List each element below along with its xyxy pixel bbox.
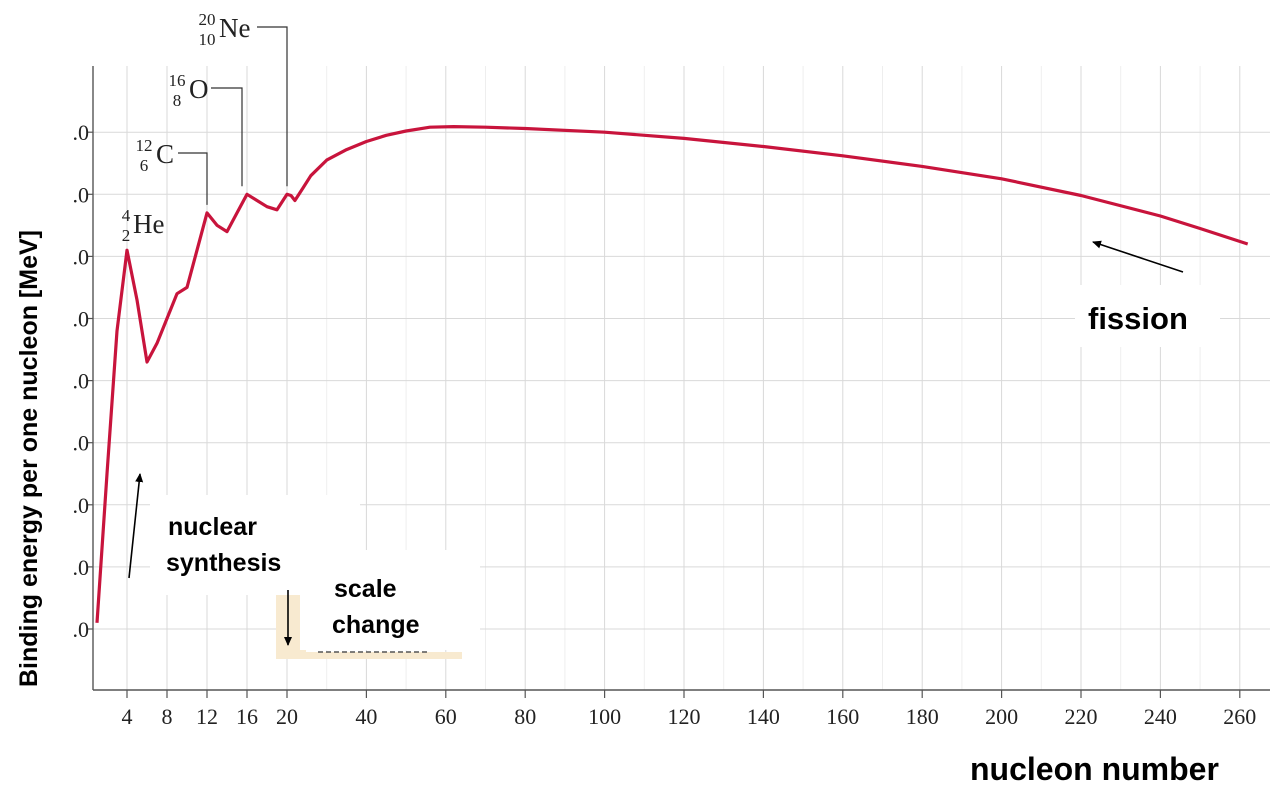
x-tick-label: 40 bbox=[355, 704, 377, 729]
x-tick-label: 4 bbox=[122, 704, 133, 729]
y-tick-label: .0 bbox=[73, 182, 90, 207]
x-tick-label: 80 bbox=[514, 704, 536, 729]
annotation-backdrop bbox=[150, 495, 360, 595]
isotope-symbol: Ne bbox=[219, 13, 250, 43]
isotope-label-o: 168 O bbox=[169, 71, 243, 187]
nuclear-label: nuclear bbox=[168, 513, 257, 541]
x-tick-label: 200 bbox=[985, 704, 1018, 729]
y-tick-labels: .0 .0 .0 .0 .0 .0 .0 .0 .0 bbox=[73, 120, 90, 642]
x-tick-label: 60 bbox=[435, 704, 457, 729]
x-tick-labels: 4 8 12 16 20 40 60 80 100 120 140 160 180 200 220 240 26… bbox=[122, 704, 1257, 729]
y-tick-label: .0 bbox=[73, 307, 90, 332]
fission-arrow bbox=[1092, 240, 1184, 273]
isotope-symbol: He bbox=[133, 209, 164, 239]
isotope-leader-line bbox=[257, 26, 288, 187]
y-tick-label: .0 bbox=[73, 555, 90, 580]
nuclear-synthesis-arrow bbox=[128, 473, 144, 579]
x-tick-label: 160 bbox=[826, 704, 859, 729]
scale-label: scale bbox=[334, 575, 397, 603]
annotation-backdrop bbox=[1075, 285, 1220, 347]
isotope-atomic-number: 8 bbox=[173, 91, 182, 110]
isotope-mass-number: 4 bbox=[122, 206, 131, 225]
x-tick-label: 220 bbox=[1065, 704, 1098, 729]
x-tick-label: 20 bbox=[276, 704, 298, 729]
x-tick-label: 8 bbox=[162, 704, 173, 729]
axes bbox=[87, 66, 1270, 698]
x-tick-label: 12 bbox=[196, 704, 218, 729]
isotope-symbol: C bbox=[156, 139, 174, 169]
x-axis-label: nucleon number bbox=[970, 751, 1219, 786]
binding-energy-curve bbox=[95, 125, 1249, 623]
x-tick-label: 100 bbox=[588, 704, 621, 729]
y-tick-label: .0 bbox=[73, 120, 90, 145]
isotope-leader-line bbox=[178, 152, 208, 205]
isotope-atomic-number: 2 bbox=[122, 226, 131, 245]
isotope-label-c: 126 C bbox=[136, 136, 208, 205]
isotope-mass-number: 16 bbox=[169, 71, 186, 90]
isotope-mass-number: 12 bbox=[136, 136, 153, 155]
grid bbox=[93, 66, 1270, 690]
y-tick-label: .0 bbox=[73, 493, 90, 518]
y-tick-label: .0 bbox=[73, 369, 90, 394]
x-tick-label: 240 bbox=[1144, 704, 1177, 729]
isotope-atomic-number: 10 bbox=[199, 30, 216, 49]
synthesis-label: synthesis bbox=[166, 549, 281, 577]
y-tick-label: .0 bbox=[73, 431, 90, 456]
x-tick-label: 140 bbox=[747, 704, 780, 729]
x-tick-label: 120 bbox=[668, 704, 701, 729]
isotope-label-he: 42 He bbox=[122, 206, 165, 245]
y-tick-label: .0 bbox=[73, 244, 90, 269]
scale-change-highlight-base bbox=[276, 652, 462, 659]
fission-label: fission bbox=[1088, 301, 1188, 336]
isotope-leader-line bbox=[211, 87, 243, 187]
x-tick-label: 260 bbox=[1223, 704, 1256, 729]
y-axis-label: Binding energy per one nucleon [MeV] bbox=[15, 230, 43, 687]
change-label: change bbox=[332, 611, 420, 639]
isotope-symbol: O bbox=[189, 74, 209, 104]
isotope-mass-number: 20 bbox=[199, 10, 216, 29]
x-tick-label: 180 bbox=[906, 704, 939, 729]
isotope-atomic-number: 6 bbox=[140, 156, 149, 175]
x-tick-label: 16 bbox=[236, 704, 258, 729]
y-tick-label: .0 bbox=[73, 617, 90, 642]
